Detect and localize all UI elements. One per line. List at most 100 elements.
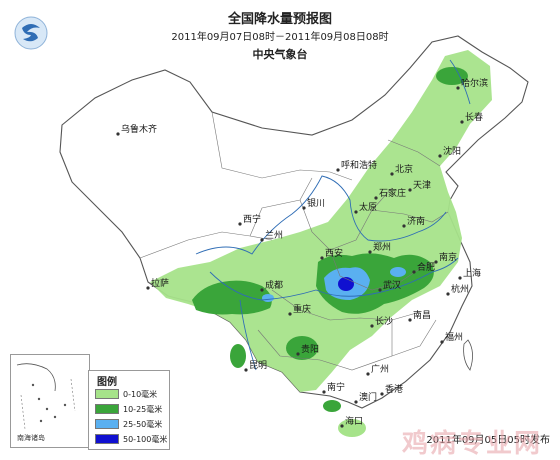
city-marker [390, 172, 394, 176]
city-marker [374, 196, 378, 200]
city-marker [460, 120, 464, 124]
city-上海: 上海 [458, 267, 481, 280]
city-label: 哈尔滨 [461, 77, 488, 89]
rain-zone-10-25-northeast [436, 67, 468, 85]
city-label: 天津 [413, 180, 431, 191]
city-marker [378, 288, 382, 292]
city-marker [412, 270, 416, 274]
watermark: 鸡病专业网 [401, 429, 542, 459]
rain-zone-25-50-east [390, 267, 406, 277]
city-label: 北京 [395, 163, 413, 175]
legend-swatch [95, 434, 119, 444]
city-兰州: 兰州 [260, 229, 283, 242]
city-成都: 成都 [260, 279, 283, 292]
city-marker [408, 188, 412, 192]
city-marker [458, 276, 462, 280]
city-济南: 济南 [402, 215, 425, 228]
city-label: 香港 [385, 383, 403, 395]
city-福州: 福州 [440, 331, 463, 344]
issue-time: 2011年09月05日05时发布 [426, 435, 550, 446]
city-贵阳: 贵阳 [296, 343, 319, 356]
rain-zone-0-10-hainan [338, 419, 366, 437]
city-石家庄: 石家庄 [374, 187, 406, 200]
city-海口: 海口 [340, 415, 363, 428]
city-marker [238, 222, 242, 226]
city-label: 武汉 [383, 279, 401, 291]
city-label: 西宁 [243, 213, 261, 225]
city-marker [366, 372, 370, 376]
city-marker [408, 318, 412, 322]
city-南宁: 南宁 [322, 381, 345, 394]
legend-item-10-25: 10-25毫米 [95, 402, 162, 416]
city-天津: 天津 [408, 180, 431, 192]
city-label: 乌鲁木齐 [121, 123, 157, 135]
rain-zone-10-25-guangdong [323, 400, 341, 412]
city-合肥: 合肥 [412, 261, 435, 274]
inset-label: 南海诸岛 [17, 434, 45, 442]
city-marker [354, 400, 358, 404]
city-marker [260, 238, 264, 242]
cma-logo-icon [12, 14, 50, 52]
city-marker [440, 340, 444, 344]
legend-item-25-50: 25-50毫米 [95, 417, 162, 431]
city-呼和浩特: 呼和浩特 [336, 159, 377, 172]
city-label: 广州 [371, 363, 389, 375]
legend-swatch [95, 404, 119, 414]
city-marker [438, 154, 442, 158]
city-marker [116, 132, 120, 136]
legend-swatch [95, 389, 119, 399]
city-label: 贵阳 [301, 343, 319, 355]
legend-label: 0-10毫米 [123, 389, 158, 399]
map-title: 全国降水量预报图 [227, 12, 332, 27]
rain-zone-10-25-sichuan [192, 280, 272, 315]
city-marker [370, 324, 374, 328]
city-香港: 香港 [380, 383, 403, 396]
city-marker [146, 286, 150, 290]
city-label: 澳门 [359, 391, 377, 403]
city-label: 兰州 [265, 229, 283, 241]
city-沈阳: 沈阳 [438, 145, 461, 158]
city-marker [320, 256, 324, 260]
city-广州: 广州 [366, 363, 389, 376]
city-郑州: 郑州 [368, 241, 391, 254]
city-乌鲁木齐: 乌鲁木齐 [116, 123, 157, 136]
city-西安: 西安 [320, 247, 343, 260]
city-label: 重庆 [293, 303, 311, 315]
city-marker [456, 86, 460, 90]
province-boundaries [139, 111, 449, 371]
legend: 图例 0-10毫米 10-25毫米 25-50毫米 50-100毫米 [88, 370, 170, 450]
city-label: 南京 [439, 251, 457, 263]
city-marker [340, 424, 344, 428]
city-marker [302, 206, 306, 210]
city-label: 呼和浩特 [341, 159, 377, 171]
city-label: 沈阳 [443, 145, 461, 157]
legend-item-0-10: 0-10毫米 [95, 387, 157, 401]
city-太原: 太原 [354, 201, 377, 214]
city-label: 南昌 [413, 309, 431, 321]
city-marker [434, 260, 438, 264]
taiwan [463, 339, 473, 371]
city-长春: 长春 [460, 111, 483, 124]
city-label: 拉萨 [151, 277, 169, 289]
legend-label: 10-25毫米 [123, 404, 163, 414]
city-长沙: 长沙 [370, 315, 393, 328]
city-marker [260, 288, 264, 292]
city-昆明: 昆明 [244, 360, 267, 372]
city-银川: 银川 [302, 197, 325, 210]
city-label: 杭州 [451, 283, 469, 295]
rain-zone-10-25-guizhou [286, 336, 318, 360]
city-marker [354, 210, 358, 214]
city-北京: 北京 [390, 163, 413, 176]
city-marker [336, 168, 340, 172]
city-label: 西安 [325, 247, 343, 259]
city-label: 海口 [345, 415, 363, 427]
city-label: 成都 [265, 279, 283, 291]
city-label: 济南 [407, 215, 425, 227]
legend-title: 图例 [97, 377, 117, 388]
city-marker [244, 368, 248, 372]
south-china-sea-inset: 南海诸岛 [10, 354, 90, 448]
rivers [195, 59, 471, 371]
city-marker [322, 390, 326, 394]
